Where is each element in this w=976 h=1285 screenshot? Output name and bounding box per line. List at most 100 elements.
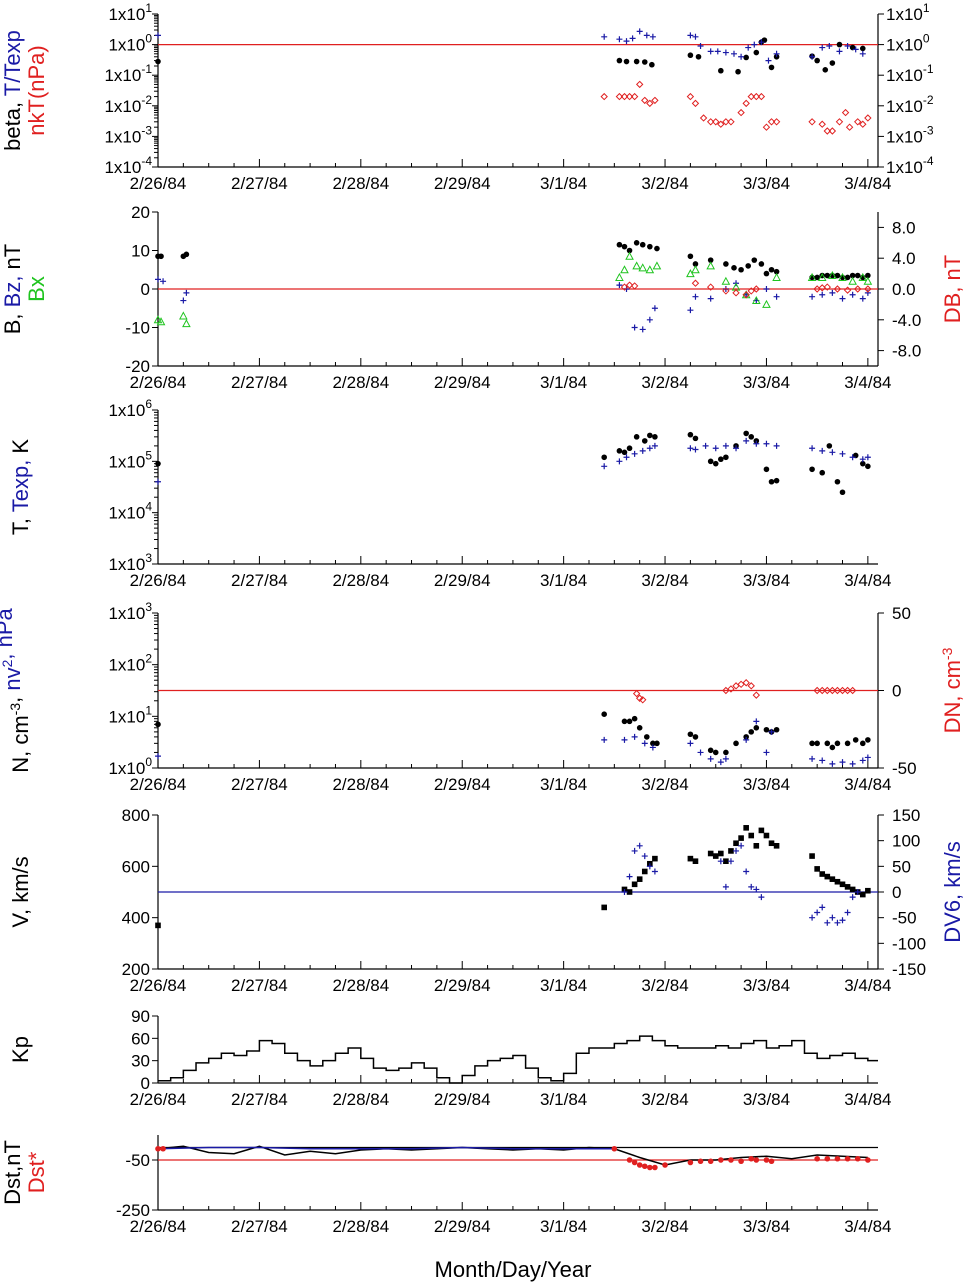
data-point [859, 45, 866, 52]
x-tick-label: 3/2/84 [641, 976, 688, 995]
x-tick-label: 2/26/84 [130, 174, 187, 193]
data-point [652, 855, 658, 862]
x-tick-label: 3/2/84 [641, 775, 688, 794]
data-point [697, 749, 704, 756]
data-point [773, 442, 780, 449]
data-point [824, 740, 831, 747]
y-tick-label: 600 [122, 857, 150, 876]
data-point [626, 873, 633, 880]
data-point [707, 755, 714, 762]
data-point [768, 64, 775, 71]
data-point [763, 286, 770, 292]
data-point [687, 253, 694, 260]
data-point [717, 858, 724, 865]
data-point [155, 32, 161, 39]
y-tick-label: 1x105 [108, 448, 152, 471]
data-point [808, 118, 816, 126]
data-point [817, 272, 827, 281]
y-tick-label: 1x106 [108, 397, 152, 420]
data-point [834, 919, 841, 926]
data-point [652, 434, 658, 440]
y-axis-label: V, km/s [8, 856, 33, 927]
data-point [712, 749, 719, 756]
y-right-tick-label: 1x10-4 [886, 154, 934, 177]
x-tick-label: 2/28/84 [332, 976, 389, 995]
x-tick-label: 3/1/84 [540, 373, 587, 392]
data-point [621, 889, 628, 895]
data-point [864, 454, 871, 461]
series-beta [155, 37, 866, 75]
data-point [839, 295, 846, 302]
y-right-tick-label: 1x101 [886, 1, 930, 24]
data-point [747, 92, 755, 101]
data-point [752, 285, 761, 293]
y-right-tick-label: 150 [892, 806, 920, 825]
data-point [859, 120, 867, 128]
data-point [626, 889, 633, 895]
data-point [743, 437, 750, 444]
y-tick-label: 1x103 [108, 551, 152, 574]
data-point [751, 257, 758, 263]
series-line [158, 1035, 878, 1084]
data-point [623, 454, 630, 461]
data-point [768, 266, 775, 273]
x-tick-label: 3/1/84 [540, 1217, 587, 1236]
data-point [616, 36, 623, 43]
data-point [722, 883, 729, 890]
data-point [743, 825, 749, 831]
data-point [155, 1145, 161, 1152]
data-point [623, 58, 630, 65]
x-tick-label: 2/29/84 [434, 1217, 491, 1236]
data-point [692, 293, 699, 300]
data-point [155, 922, 161, 929]
data-point [738, 1158, 744, 1165]
data-point [864, 285, 872, 293]
data-point [722, 287, 730, 295]
y-right-tick-label: -150 [892, 960, 926, 979]
data-point [712, 460, 719, 467]
data-point [728, 848, 734, 854]
data-point [819, 44, 826, 51]
data-point [631, 847, 638, 854]
data-point [809, 755, 816, 762]
data-point [848, 276, 857, 285]
y-right-tick-label: 1x10-2 [886, 93, 934, 116]
y-right-tick-label: 1x10-1 [886, 62, 934, 85]
data-point [772, 272, 781, 281]
data-point [865, 1157, 871, 1163]
data-point [707, 1158, 714, 1165]
y-tick-label: 1x103 [108, 600, 152, 623]
series-dst- [155, 1145, 871, 1171]
data-point [822, 67, 829, 73]
x-tick-label: 2/29/84 [434, 976, 491, 995]
data-point [706, 283, 715, 291]
series-dv6 [621, 842, 861, 926]
data-point [865, 737, 871, 743]
data-point [646, 99, 654, 108]
x-tick-label: 2/29/84 [434, 571, 491, 590]
series-kp [158, 1035, 878, 1084]
data-point [183, 251, 190, 258]
y-tick-label: 0 [141, 1074, 150, 1093]
data-point [738, 266, 744, 273]
data-point [155, 58, 161, 65]
data-point [727, 685, 735, 693]
data-point [630, 282, 639, 290]
data-point [691, 99, 700, 108]
data-point [814, 57, 820, 64]
y-axis-label: Dst,nT [0, 1140, 25, 1205]
data-point [762, 299, 771, 308]
data-point [841, 108, 850, 117]
right-axis-label: DB, nT [940, 255, 965, 323]
data-point [155, 478, 161, 485]
data-point [639, 241, 646, 248]
data-point [722, 118, 730, 126]
x-tick-label: 2/28/84 [332, 1090, 389, 1109]
data-point [712, 118, 720, 126]
y-tick-label: 1x10-3 [104, 123, 152, 146]
y-right-tick-label: -50 [892, 759, 917, 778]
data-point [631, 881, 638, 888]
data-point [763, 466, 770, 473]
data-point [768, 728, 775, 735]
panel-kp: 2/26/84 2/27/84 2/28/84 2/29/84 3/1/84 3/2/84… [8, 1007, 891, 1109]
